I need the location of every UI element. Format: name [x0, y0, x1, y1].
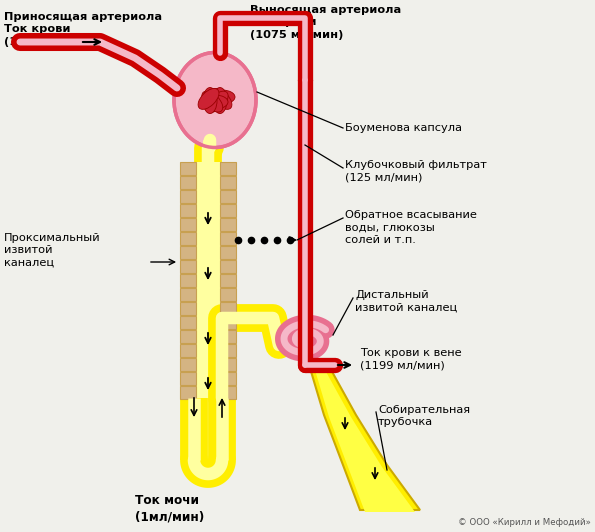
Ellipse shape — [198, 88, 219, 110]
Text: Обратное всасывание
воды, глюкозы
солей и т.п.: Обратное всасывание воды, глюкозы солей … — [345, 210, 477, 245]
Bar — [180, 218, 196, 231]
Text: Клубочковый фильтрат
(125 мл/мин): Клубочковый фильтрат (125 мл/мин) — [345, 160, 487, 182]
Bar — [180, 176, 196, 189]
Ellipse shape — [213, 88, 227, 113]
Bar — [220, 316, 236, 329]
Bar — [180, 162, 196, 175]
Bar — [220, 288, 236, 301]
Text: © ООО «Кирилл и Мефодий»: © ООО «Кирилл и Мефодий» — [458, 518, 591, 527]
Polygon shape — [310, 368, 420, 510]
Bar — [180, 232, 196, 245]
Ellipse shape — [202, 95, 228, 109]
Bar — [180, 372, 196, 385]
Text: Ток крови к вене
(1199 мл/мин): Ток крови к вене (1199 мл/мин) — [360, 348, 462, 370]
Bar — [220, 302, 236, 315]
Ellipse shape — [203, 88, 217, 113]
Bar — [180, 330, 196, 343]
Text: Боуменова капсула: Боуменова капсула — [345, 123, 462, 133]
Bar — [180, 316, 196, 329]
Bar — [220, 386, 236, 399]
Bar — [220, 162, 236, 175]
Ellipse shape — [174, 53, 256, 147]
Bar — [220, 176, 236, 189]
Text: Собирательная
трубочка: Собирательная трубочка — [378, 405, 470, 427]
Bar — [180, 288, 196, 301]
Bar — [220, 358, 236, 371]
Bar — [180, 204, 196, 217]
Text: Дистальный
извитой каналец: Дистальный извитой каналец — [355, 290, 457, 312]
Bar — [220, 330, 236, 343]
Ellipse shape — [202, 91, 223, 112]
Bar — [180, 260, 196, 273]
Bar — [180, 302, 196, 315]
Bar — [220, 218, 236, 231]
Bar — [180, 344, 196, 357]
Bar — [220, 232, 236, 245]
Bar — [196, 162, 220, 398]
Bar — [180, 190, 196, 203]
Ellipse shape — [207, 91, 228, 112]
Bar — [220, 344, 236, 357]
Ellipse shape — [209, 90, 235, 104]
Text: Ток мочи
(1мл/мин): Ток мочи (1мл/мин) — [135, 494, 204, 523]
Text: Приносящая артериола
Ток крови
(1200мл/мин): Приносящая артериола Ток крови (1200мл/м… — [4, 12, 162, 47]
Bar — [220, 204, 236, 217]
Bar — [180, 358, 196, 371]
Bar — [220, 274, 236, 287]
Text: Выносящая артериола
Ток крови
(1075 мл/мин): Выносящая артериола Ток крови (1075 мл/м… — [250, 5, 401, 40]
Bar — [220, 246, 236, 259]
Bar — [180, 274, 196, 287]
Bar — [220, 190, 236, 203]
Bar — [220, 372, 236, 385]
Bar — [220, 260, 236, 273]
Ellipse shape — [211, 88, 232, 110]
Bar — [180, 246, 196, 259]
Polygon shape — [315, 370, 415, 512]
Text: Проксимальный
извитой
каналец: Проксимальный извитой каналец — [4, 232, 101, 268]
Bar — [180, 386, 196, 399]
